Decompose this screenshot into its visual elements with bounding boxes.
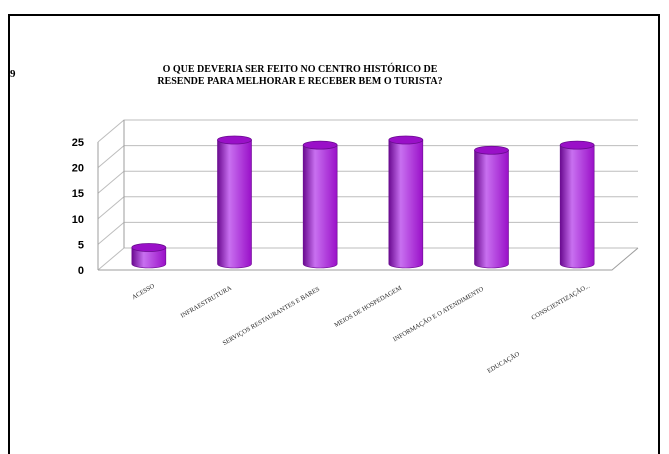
y-tick-label: 0 — [78, 265, 84, 277]
grid-layer — [97, 119, 638, 271]
y-tick-label: 10 — [72, 214, 84, 226]
x-axis-floor — [98, 247, 639, 271]
gridline — [97, 145, 638, 168]
y-tick-label: 25 — [72, 137, 84, 149]
x-tick-label: EDUCAÇÃO — [486, 350, 522, 375]
chart-title: O QUE DEVERIA SER FEITO NO CENTRO HISTÓR… — [90, 64, 510, 88]
x-tick-label: INFORMAÇÃO E O ATENDIMENTO — [392, 285, 486, 344]
x-tick-label: MEIOS DE HOSPEDAGEM — [333, 285, 403, 329]
x-tick-label: ACESSO — [131, 283, 156, 302]
chart-title-line-1: O QUE DEVERIA SER FEITO NO CENTRO HISTÓR… — [162, 64, 438, 75]
page-marker: 9 — [10, 68, 16, 80]
bar — [302, 140, 338, 269]
y-tick-label: 15 — [72, 188, 84, 200]
x-tick-label: CONSCIENTIZAÇÃO... — [530, 282, 591, 322]
gridline — [97, 170, 638, 194]
gridline — [97, 221, 638, 245]
gridline — [97, 119, 638, 143]
x-tick-label: SERVIÇOS RESTAURANTES E BARES — [222, 285, 322, 347]
bar — [131, 243, 167, 269]
y-tick-label: 5 — [78, 239, 84, 251]
bar — [559, 140, 595, 269]
gridline — [97, 196, 638, 220]
bar — [388, 135, 424, 269]
x-tick-label: INFRAESTRUTURA — [179, 285, 233, 320]
chart-title-line-2: RESENDE PARA MELHORAR E RECEBER BEM O TU… — [157, 76, 443, 87]
axis-layer — [97, 120, 639, 271]
y-tick-label: 20 — [72, 163, 84, 175]
gridline — [97, 247, 638, 271]
bar — [474, 145, 509, 269]
bar — [217, 135, 252, 269]
bar-layer — [131, 135, 595, 269]
chart-frame — [8, 14, 660, 454]
